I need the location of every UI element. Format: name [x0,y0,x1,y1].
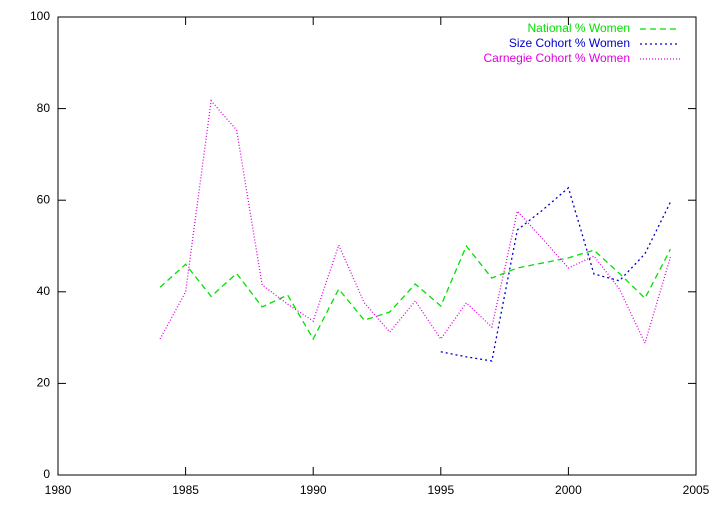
legend-label: Size Cohort % Women [509,36,630,50]
x-tick-label: 1995 [427,483,454,497]
plot-frame [57,16,697,476]
series-line [440,186,672,362]
y-tick-label: 100 [30,9,50,23]
x-tick-label: 1990 [300,483,327,497]
y-tick-label: 0 [43,467,50,481]
y-tick-label: 60 [37,192,51,206]
x-tick-label: 2000 [555,483,582,497]
y-tick-label: 80 [37,101,51,115]
legend-label: Carnegie Cohort % Women [483,51,630,65]
y-tick-label: 40 [37,284,51,298]
series-line [159,99,672,345]
series-line [159,244,672,341]
x-tick-label: 2005 [683,483,710,497]
x-tick-label: 1980 [45,483,72,497]
x-tick-label: 1985 [172,483,199,497]
legend-label: National % Women [528,21,631,35]
y-tick-label: 20 [37,376,51,390]
